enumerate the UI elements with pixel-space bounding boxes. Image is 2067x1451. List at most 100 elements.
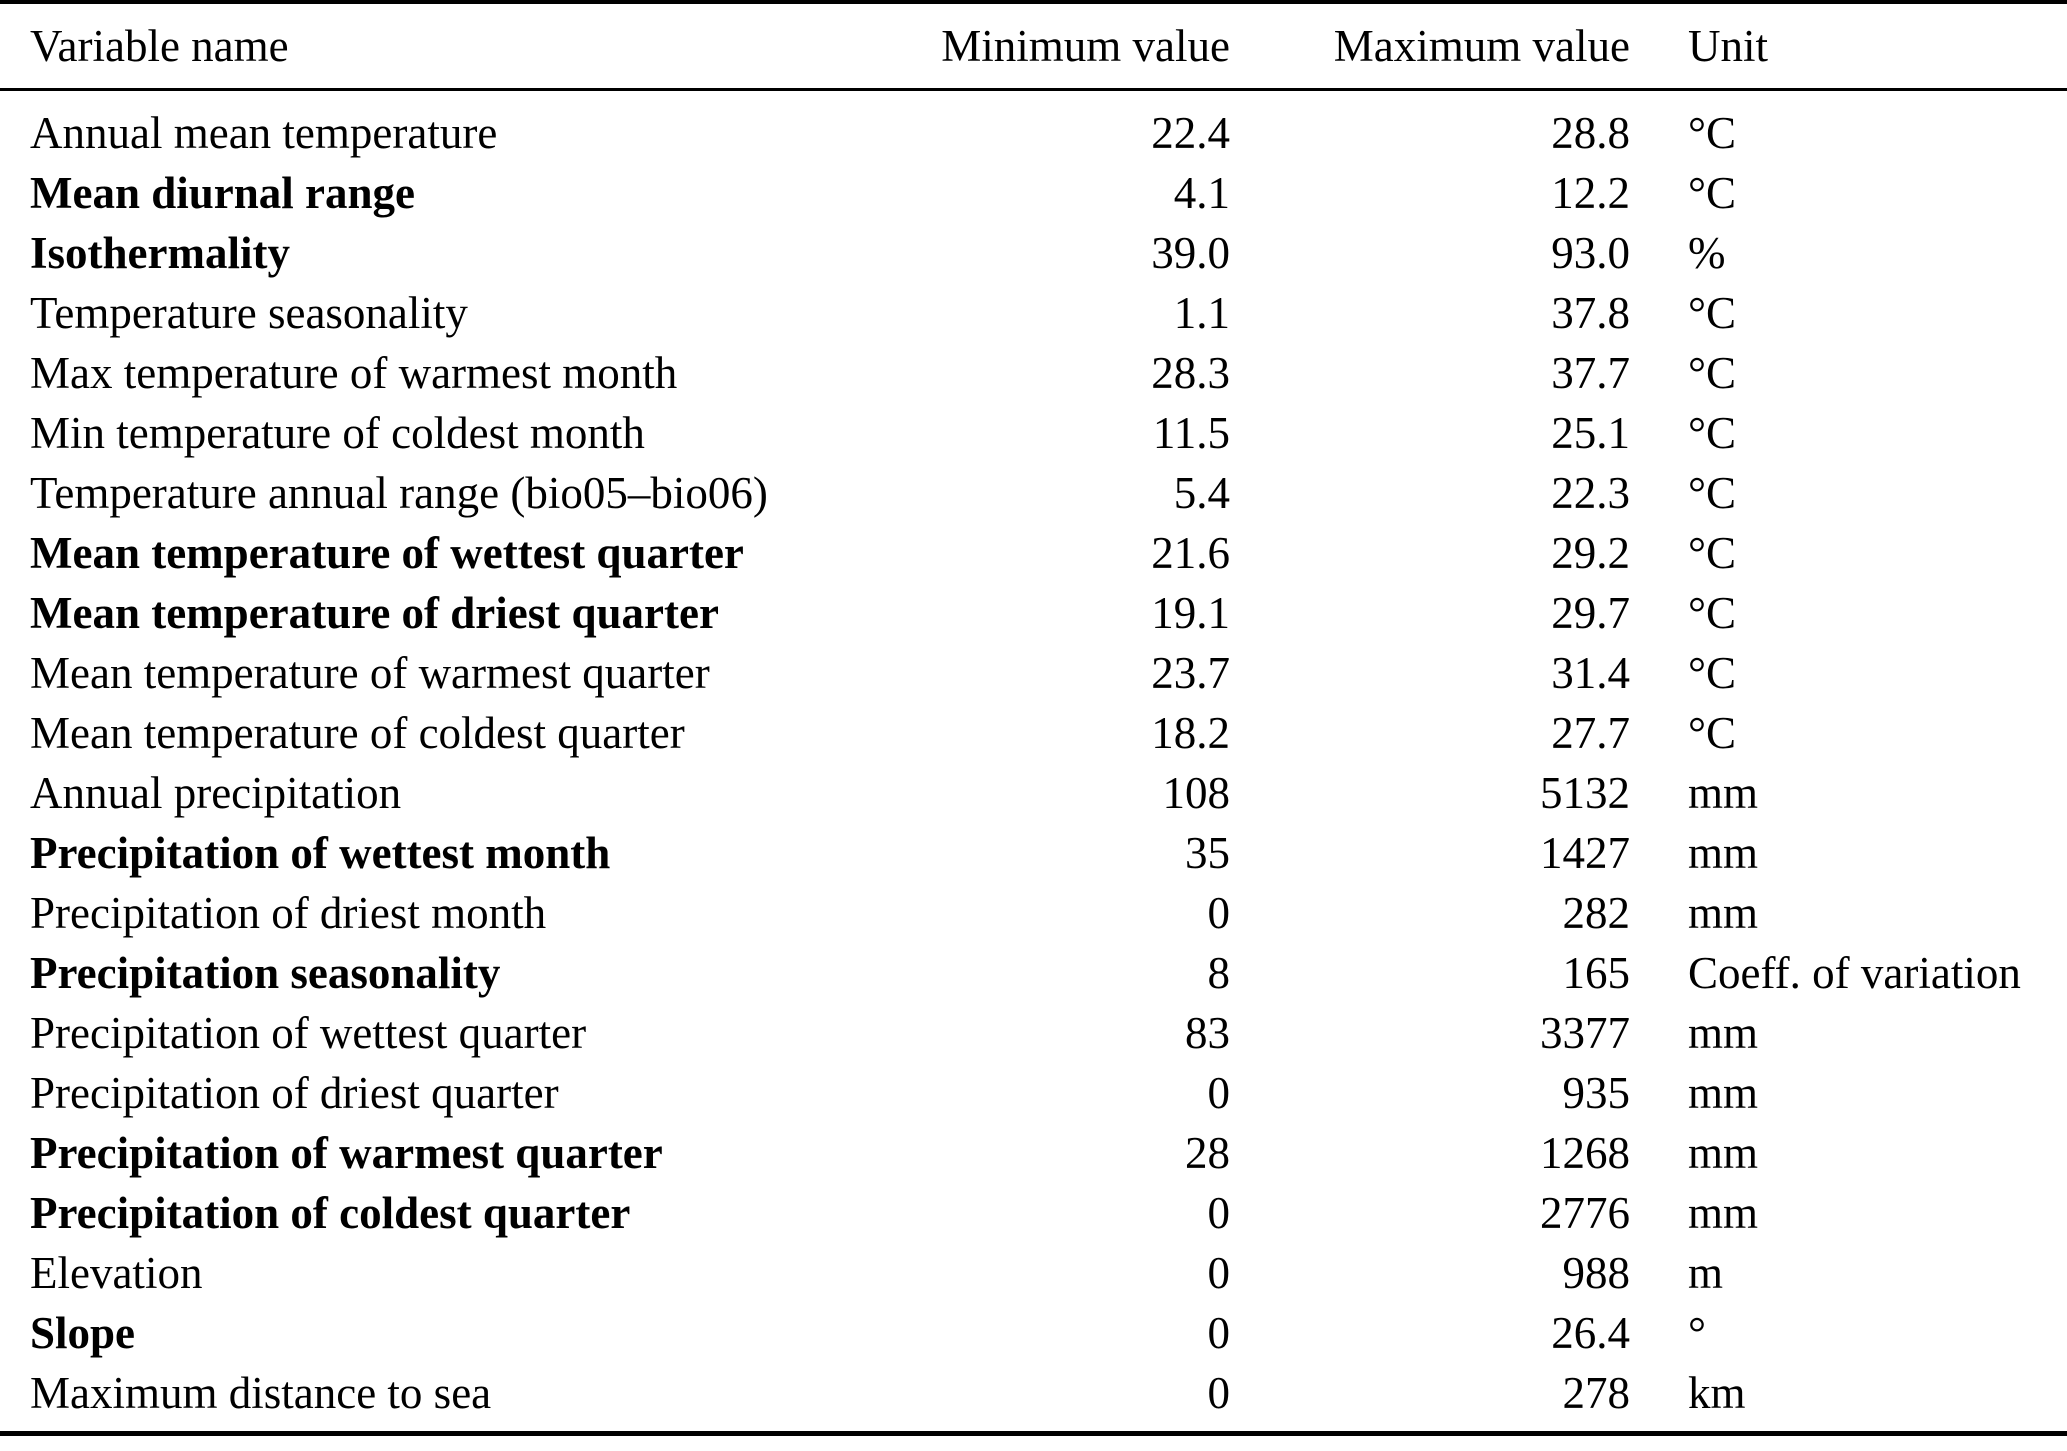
table-row: Min temperature of coldest month 11.5 25… [0,403,2067,463]
table-row: Mean temperature of driest quarter 19.1 … [0,583,2067,643]
column-header-variable-name: Variable name [30,20,289,71]
cell-variable-name: Mean temperature of coldest quarter [30,708,685,758]
cell-maximum-value: 12.2 [1551,168,1630,218]
table-row: Isothermality 39.0 93.0 % [0,223,2067,283]
cell-minimum-value: 1.1 [1173,288,1230,338]
cell-maximum-value: 278 [1562,1368,1631,1418]
cell-minimum-value: 0 [1207,888,1231,938]
cell-minimum-value: 19.1 [1151,588,1230,638]
column-header-maximum-value: Maximum value [1333,20,1630,71]
table-row: Max temperature of warmest month 28.3 37… [0,343,2067,403]
cell-unit: °C [1688,348,1737,398]
cell-minimum-value: 0 [1207,1368,1231,1418]
cell-maximum-value: 2776 [1540,1188,1630,1238]
cell-unit: km [1688,1368,1746,1418]
cell-maximum-value: 37.8 [1551,288,1630,338]
cell-maximum-value: 165 [1562,948,1631,998]
table-row: Precipitation of warmest quarter 28 1268… [0,1123,2067,1183]
cell-maximum-value: 988 [1562,1248,1631,1298]
cell-variable-name: Max temperature of warmest month [30,348,678,398]
cell-variable-name: Precipitation of driest month [30,888,547,938]
cell-maximum-value: 5132 [1540,768,1630,818]
table-row: Elevation 0 988 m [0,1243,2067,1303]
cell-variable-name: Precipitation of coldest quarter [30,1188,631,1238]
cell-variable-name: Precipitation of warmest quarter [30,1128,663,1178]
cell-unit: °C [1688,708,1737,758]
cell-unit: °C [1688,108,1737,158]
table-row: Precipitation of driest month 0 282 mm [0,883,2067,943]
cell-variable-name: Annual mean temperature [30,108,498,158]
cell-unit: °C [1688,288,1737,338]
table-row: Mean diurnal range 4.1 12.2 °C [0,163,2067,223]
cell-variable-name: Mean temperature of driest quarter [30,588,719,638]
cell-minimum-value: 18.2 [1151,708,1230,758]
cell-minimum-value: 11.5 [1152,408,1230,458]
cell-minimum-value: 8 [1207,948,1231,998]
cell-minimum-value: 0 [1207,1068,1231,1118]
cell-maximum-value: 26.4 [1551,1308,1630,1358]
cell-maximum-value: 3377 [1540,1008,1630,1058]
cell-variable-name: Annual precipitation [30,768,402,818]
cell-maximum-value: 29.2 [1551,528,1630,578]
cell-maximum-value: 25.1 [1551,408,1630,458]
table-row: Precipitation of coldest quarter 0 2776 … [0,1183,2067,1243]
cell-unit: °C [1688,168,1737,218]
cell-variable-name: Precipitation of wettest quarter [30,1008,587,1058]
table-row: Mean temperature of warmest quarter 23.7… [0,643,2067,703]
cell-unit: mm [1688,1128,1759,1178]
cell-unit: °C [1688,468,1737,518]
cell-minimum-value: 0 [1207,1308,1231,1358]
cell-variable-name: Maximum distance to sea [30,1368,492,1418]
table-row: Maximum distance to sea 0 278 km [0,1363,2067,1423]
cell-minimum-value: 35 [1185,828,1230,878]
cell-variable-name: Elevation [30,1248,203,1298]
cell-maximum-value: 28.8 [1551,108,1630,158]
cell-minimum-value: 39.0 [1151,228,1230,278]
table-row: Precipitation of driest quarter 0 935 mm [0,1063,2067,1123]
table-row: Mean temperature of coldest quarter 18.2… [0,703,2067,763]
cell-unit: Coeff. of variation [1688,948,2021,998]
cell-maximum-value: 22.3 [1551,468,1630,518]
cell-maximum-value: 1268 [1540,1128,1630,1178]
table-row: Temperature annual range (bio05–bio06) 5… [0,463,2067,523]
cell-minimum-value: 83 [1185,1008,1230,1058]
cell-unit: °C [1688,588,1737,638]
cell-variable-name: Mean temperature of wettest quarter [30,528,744,578]
cell-unit: mm [1688,1188,1759,1238]
cell-minimum-value: 0 [1207,1248,1231,1298]
cell-variable-name: Slope [30,1308,136,1358]
cell-unit: ° [1688,1308,1706,1358]
cell-unit: m [1688,1248,1724,1298]
cell-unit: mm [1688,1068,1759,1118]
cell-variable-name: Mean temperature of warmest quarter [30,648,710,698]
cell-variable-name: Precipitation of driest quarter [30,1068,559,1118]
cell-minimum-value: 28.3 [1151,348,1230,398]
cell-unit: mm [1688,888,1759,938]
cell-maximum-value: 31.4 [1551,648,1630,698]
table-body: Annual mean temperature 22.4 28.8 °C Mea… [0,89,2067,1433]
cell-unit: mm [1688,768,1759,818]
cell-minimum-value: 108 [1162,768,1231,818]
cell-minimum-value: 0 [1207,1188,1231,1238]
header-row: Variable name Minimum value Maximum valu… [0,2,2067,89]
table-row: Mean temperature of wettest quarter 21.6… [0,523,2067,583]
table-row: Annual precipitation 108 5132 mm [0,763,2067,823]
column-header-minimum-value: Minimum value [941,20,1230,71]
cell-minimum-value: 23.7 [1151,648,1230,698]
cell-variable-name: Precipitation of wettest month [30,828,611,878]
cell-variable-name: Mean diurnal range [30,168,416,218]
table-row: Temperature seasonality 1.1 37.8 °C [0,283,2067,343]
cell-unit: mm [1688,1008,1759,1058]
cell-maximum-value: 282 [1562,888,1631,938]
cell-minimum-value: 28 [1185,1128,1230,1178]
cell-variable-name: Isothermality [30,228,290,278]
table-row: Precipitation seasonality 8 165 Coeff. o… [0,943,2067,1003]
cell-variable-name: Precipitation seasonality [30,948,501,998]
table-row: Slope 0 26.4 ° [0,1303,2067,1363]
cell-minimum-value: 4.1 [1173,168,1230,218]
cell-minimum-value: 22.4 [1151,108,1230,158]
table-row: Precipitation of wettest quarter 83 3377… [0,1003,2067,1063]
cell-variable-name: Min temperature of coldest month [30,408,645,458]
table-row: Annual mean temperature 22.4 28.8 °C [0,103,2067,163]
